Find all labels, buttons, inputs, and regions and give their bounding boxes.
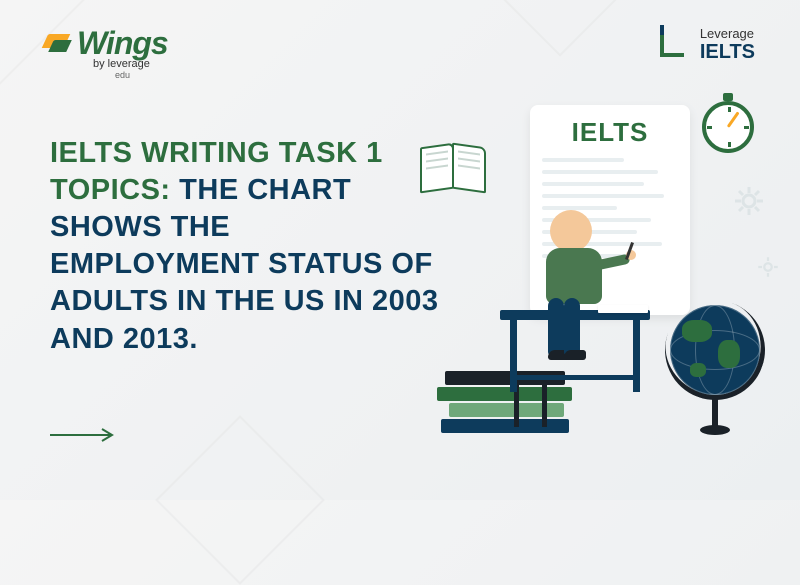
ielts-label: IELTS [542,117,678,148]
leverage-text: Leverage IELTS [700,27,755,63]
leverage-l-icon [660,25,692,65]
leverage-bottom: IELTS [700,41,755,63]
wings-logo: Wings by leverage edu [45,25,168,80]
stopwatch-icon [702,95,760,153]
globe-icon [660,305,770,435]
wings-edu: edu [115,70,168,80]
bg-decor [503,0,616,57]
illustration: IELTS [410,95,770,475]
wings-word: Wings [77,25,168,61]
wings-logo-text: Wings [45,25,168,62]
wings-byline: by leverage [93,58,168,70]
leverage-top: Leverage [700,27,755,41]
gear-icon [756,255,780,279]
leverage-logo: Leverage IELTS [660,25,755,65]
student-figure [530,210,630,350]
wing-icon [45,34,73,54]
arrow-icon [50,422,120,450]
infographic-card: Wings by leverage edu Leverage IELTS IEL… [0,0,800,500]
gear-icon [733,185,765,217]
bg-decor [155,415,325,585]
heading: IELTS WRITING TASK 1 TOPICS: THE CHART S… [50,135,440,358]
open-book-icon [420,145,490,195]
